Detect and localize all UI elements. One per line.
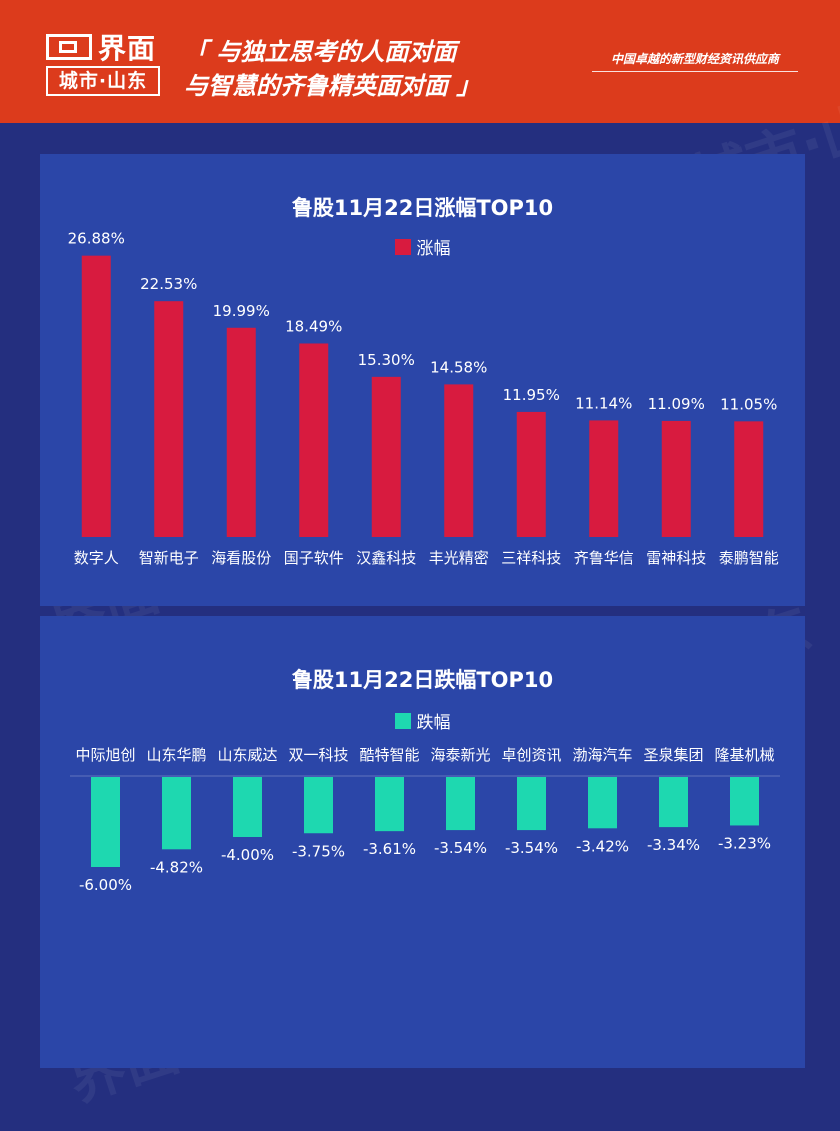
chart-legend: 涨幅 (40, 234, 805, 259)
gain-bar (444, 384, 474, 537)
gain-bar (226, 327, 256, 537)
gain-bar (516, 411, 546, 537)
gain-category-label: 数字人 (74, 549, 119, 567)
brand-name: 界面 (98, 32, 157, 65)
loss-category-label: 山东华鹏 (146, 746, 206, 764)
gain-data-label: 11.09% (648, 395, 705, 413)
gain-data-label: 26.88% (68, 230, 125, 248)
gain-category-label: 三祥科技 (501, 549, 561, 567)
loss-data-label: -3.23% (718, 834, 771, 852)
gain-category-label: 齐鲁华信 (574, 549, 634, 567)
loss-bar (588, 777, 617, 829)
loss-data-label: -3.42% (576, 837, 629, 855)
loss-category-label: 隆基机械 (714, 746, 774, 764)
loss-bar (162, 777, 191, 850)
gain-bar (154, 301, 184, 537)
loss-data-label: -3.54% (434, 839, 487, 857)
loss-data-label: -4.82% (150, 858, 203, 876)
loss-bar (91, 777, 120, 867)
gain-category-label: 泰鹏智能 (719, 549, 779, 567)
loss-data-label: -3.54% (505, 839, 558, 857)
gain-category-label: 汉鑫科技 (356, 549, 416, 567)
loss-bar (233, 777, 262, 837)
brand-subtitle: 城市·山东 (46, 66, 160, 96)
gain-category-label: 海看股份 (211, 549, 271, 567)
loss-category-label: 海泰新光 (430, 746, 490, 764)
loss-category-label: 渤海汽车 (572, 746, 632, 764)
loss-bar (730, 777, 759, 826)
gain-bar (81, 255, 111, 537)
legend-label: 跌幅 (416, 713, 451, 733)
legend-swatch (394, 238, 411, 255)
gain-category-label: 丰光精密 (429, 549, 489, 567)
slogan-line-1: 「 与独立思考的人面对面 (184, 38, 457, 66)
gain-bar (589, 420, 619, 537)
loss-category-label: 酷特智能 (359, 746, 419, 764)
loss-bar (375, 777, 404, 832)
loss-data-label: -3.75% (292, 842, 345, 860)
gain-bar (299, 343, 329, 537)
loss-bar (517, 777, 546, 831)
logo-icon (46, 34, 92, 60)
chart-legend: 跌幅 (40, 708, 805, 733)
losers-chart-panel: 鲁股11月22日跌幅TOP10 跌幅 中际旭创 -6.00% 山东华鹏 -4.82% 山… (40, 616, 805, 1068)
loss-bar (659, 777, 688, 828)
legend-label: 涨幅 (416, 239, 451, 259)
loss-category-label: 山东威达 (217, 746, 277, 764)
slogan-line-2: 与智慧的齐鲁精英面对面 」 (184, 72, 481, 100)
loss-category-label: 中际旭创 (75, 746, 135, 764)
gain-data-label: 11.14% (575, 394, 632, 412)
loss-category-label: 卓创资讯 (501, 746, 561, 764)
gain-data-label: 11.05% (720, 395, 777, 413)
gainers-chart-panel: 鲁股11月22日涨幅TOP10 涨幅 26.88% 数字人 22.53% 智新电子 19… (40, 154, 805, 606)
loss-category-label: 双一科技 (288, 746, 348, 764)
gain-data-label: 15.30% (358, 351, 415, 369)
gain-category-label: 雷神科技 (646, 549, 706, 567)
loss-data-label: -6.00% (79, 876, 132, 894)
loss-data-label: -3.61% (363, 840, 416, 858)
losers-bar-chart: 中际旭创 -6.00% 山东华鹏 -4.82% 山东威达 -4.00% 双一科技 -3.75%… (70, 746, 780, 894)
loss-data-label: -3.34% (647, 836, 700, 854)
gain-bar (734, 421, 764, 537)
gain-bar (661, 420, 691, 537)
gain-data-label: 11.95% (503, 386, 560, 404)
brand-logo: 界面 (46, 30, 157, 65)
chart-title: 鲁股11月22日涨幅TOP10 (291, 196, 554, 220)
gain-data-label: 14.58% (430, 358, 487, 376)
legend-swatch (394, 712, 411, 729)
loss-category-label: 圣泉集团 (643, 746, 703, 764)
gainers-bar-chart: 26.88% 数字人 22.53% 智新电子 19.99% 海看股份 18.49% 国子软件 1… (68, 230, 779, 567)
gain-bar (371, 376, 401, 537)
header-banner: 界面 城市·山东 「 与独立思考的人面对面 与智慧的齐鲁精英面对面 」 中国卓越… (0, 0, 840, 123)
gain-category-label: 国子软件 (284, 549, 344, 567)
loss-bar (304, 777, 333, 834)
tagline: 中国卓越的新型财经资讯供应商 (592, 50, 798, 72)
gain-data-label: 22.53% (140, 275, 197, 293)
gain-data-label: 19.99% (213, 302, 270, 320)
gain-data-label: 18.49% (285, 317, 342, 335)
loss-data-label: -4.00% (221, 846, 274, 864)
gain-category-label: 智新电子 (139, 549, 199, 567)
chart-title: 鲁股11月22日跌幅TOP10 (291, 668, 554, 692)
loss-bar (446, 777, 475, 831)
